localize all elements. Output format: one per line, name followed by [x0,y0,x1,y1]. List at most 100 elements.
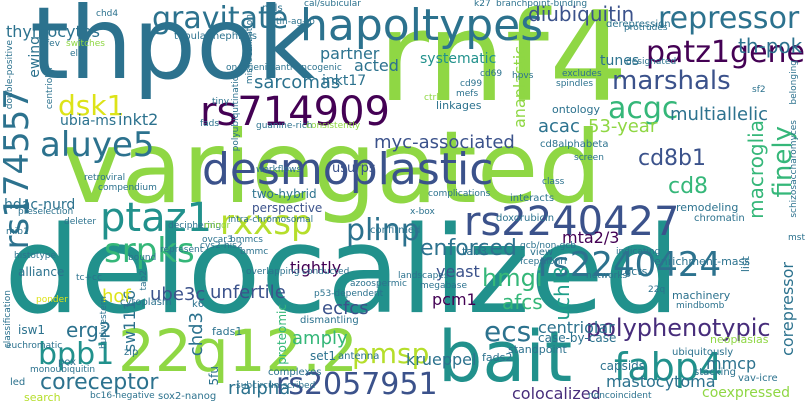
word-elaf: elaf [70,49,87,59]
word-yeast: yeast [436,262,480,281]
word-hapoltypes: hapoltypes [300,0,544,51]
word-two-hybrid: two-hybrid [252,187,317,201]
word-acgc: acgc [608,91,679,126]
word-class: class [542,177,565,187]
word-usurps: usurps [332,161,376,176]
word-set1: set1 [310,349,336,363]
word-cal-subicular: cal/subicular [304,0,361,9]
word-sox2-nanog: sox2-nanog [158,391,217,402]
word-gravitate: gravitate [152,1,289,36]
word-intra-chromosomal: intra-chromosomal [228,215,314,225]
word-indicating: indicating [616,247,661,257]
word-ovcar3: ovcar3 [202,235,233,245]
word-enrichment-mass: enrichment-mass [654,255,750,268]
word-conducted: conducted [302,267,350,277]
word-k27: k27 [474,0,491,9]
word-perspective: perspective [252,201,323,215]
word-ptaz1: ptaz1 [100,195,213,241]
word-ontology: ontology [552,103,601,116]
word-unfertile: unfertile [210,282,286,303]
word-bait: bait [438,316,573,398]
word-mis-localization: mis-localization [245,14,255,85]
word-rs2057951: rs2057951 [276,367,438,402]
word-p53-dependent: p53-dependent [314,289,384,299]
word-patz1gene: patz1gene [646,35,805,70]
word-delocalized: delocalized [4,202,680,341]
word-bpb1: bpb1 [38,337,115,372]
word-fads1: fads1 [212,325,243,338]
word-uchl3: uchl3 [550,266,574,321]
word-multiallelic: multiallelic [670,104,769,125]
word-53-year: 53-year [588,116,658,137]
word-monoubiquitin: monoubiquitin [30,365,96,375]
word-rs2240427: rs2240427 [464,199,680,245]
word-sf2: sf2 [752,85,766,95]
word-erg2: erg2 [66,318,112,342]
word-hudwestern: hudwestern [99,296,109,350]
word-doxorubicin: doxorubicin [496,213,555,224]
word-mst: mst [788,233,805,243]
word-systematic: systematic [420,51,497,67]
word-enforced: enforced [420,236,517,261]
word-megabase: megabase [420,281,467,291]
word-ctrl: ctrl [424,93,439,103]
word-centriolar: centriolar [538,318,615,337]
word-complications: complications [428,189,491,199]
word-tiny: tiny [212,97,230,107]
word-mmcp: mmcp [706,354,757,373]
word-cd8: cd8 [668,174,709,199]
word-acac: acac [538,116,580,137]
word-capsids: capsids [600,359,646,373]
word-corepressor: corepressor [778,262,797,356]
word-hof: hof [102,286,131,307]
word-cys2-his2: cys2-his2 [200,241,243,251]
word-nhls: nhls [262,3,283,14]
word-pmsp: pmsp [352,337,430,370]
word-thymocytes: thymocytes [6,22,100,41]
word-rialpha: rialpha [228,378,291,399]
word-mefs: mefs [456,89,479,99]
word-mindbomb: mindbomb [676,301,725,311]
word-pcm1: pcm1 [432,290,477,309]
word-rnf4: rnf4 [378,0,628,130]
word-hdac-nurd: hdac-nurd [4,197,76,213]
word-22q: 22q [648,285,666,295]
word-antenna: antenna [338,351,380,362]
word-cd8b1: cd8b1 [638,146,707,171]
word-acted: acted [354,56,399,75]
word-tin-ag-rp: tin-ag-rp [276,17,315,27]
word-5fu: 5fu [207,366,221,386]
word-machinery: machinery [672,289,731,302]
word-branchpoint-binding: branchpoint-binding [496,0,588,9]
word-plinp: plinp [346,213,420,248]
word-led: led [10,377,26,388]
word-azoospermic: azoospermic [350,279,407,289]
word-schizosaccharomyces: schizosaccharomyces [789,120,799,218]
word-chd3: chd3 [186,312,207,357]
word-list: list [739,256,752,273]
word-mastocytoma: mastocytoma [606,372,716,391]
word-ponder: ponder [36,295,68,305]
word-x-box: x-box [410,207,435,217]
word-tab2: tab2 [139,270,149,291]
word-minor: minor [204,221,231,231]
word-tunes: tunes [600,53,640,69]
word-ubia-ms: ubia-ms [60,113,117,129]
word-inkt17: inkt17 [322,73,367,89]
word-alliance: alliance [18,265,65,279]
word-guanine-rich: guanine-rich [256,121,313,131]
word-screen: screen [574,153,604,163]
word-sarcomas: sarcomas [254,72,341,93]
word-hmgi: hmgi [482,264,543,292]
word-rs2240424: rs2240424 [538,245,722,285]
word-tgcts: tgcts [620,265,648,278]
word-k6: k6 [192,299,205,310]
word-fads: fads [200,119,220,129]
word-partner: partner [320,44,380,63]
word-colocalized: colocalized [512,384,601,403]
word-centriolar-small: centriolar [45,66,55,110]
word-coreceptor: coreceptor [40,370,159,395]
word-deciphering: deciphering [168,221,222,231]
word-dsk1: dsk1 [58,89,125,122]
word-chromatin: chromatin [694,213,745,224]
